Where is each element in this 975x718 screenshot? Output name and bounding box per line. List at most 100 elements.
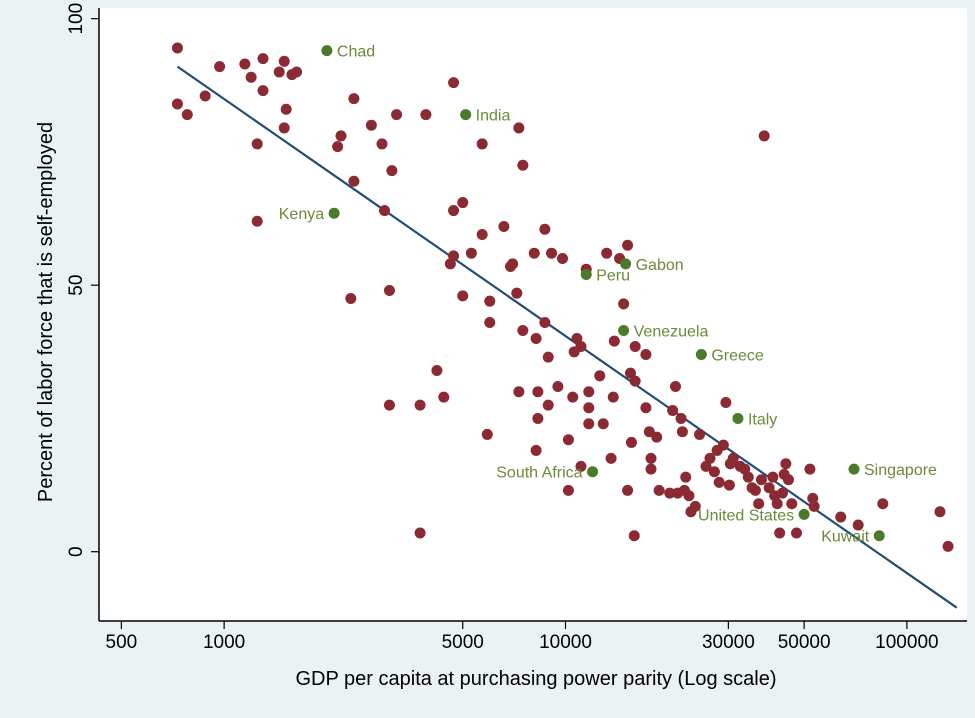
data-point — [583, 418, 595, 430]
data-point — [348, 175, 360, 187]
data-point — [720, 396, 732, 408]
data-point — [530, 444, 542, 456]
data-point — [767, 471, 779, 483]
data-point — [601, 247, 613, 259]
data-point — [476, 138, 488, 150]
data-point — [280, 103, 292, 115]
data-point — [414, 399, 426, 411]
data-point — [181, 109, 193, 121]
data-point — [653, 484, 665, 496]
data-point — [278, 55, 290, 67]
highlighted-data-point — [695, 348, 707, 360]
data-point — [251, 215, 263, 227]
points-layer — [171, 42, 954, 552]
x-tick-label: 30000 — [702, 632, 755, 653]
highlighted-data-point — [620, 258, 632, 270]
data-point — [335, 130, 347, 142]
point-label: Peru — [596, 268, 630, 285]
data-point — [498, 221, 510, 233]
data-point — [552, 380, 564, 392]
data-point — [594, 370, 606, 382]
data-point — [583, 386, 595, 398]
data-point — [713, 476, 725, 488]
data-point — [717, 439, 729, 451]
data-point — [774, 527, 786, 539]
data-point — [562, 484, 574, 496]
data-point — [782, 474, 794, 486]
data-point — [414, 527, 426, 539]
data-point — [675, 412, 687, 424]
data-point — [753, 498, 765, 510]
data-point — [539, 223, 551, 235]
data-point — [245, 71, 257, 83]
point-label: Greece — [711, 347, 764, 364]
highlighted-data-point — [873, 530, 885, 542]
data-point — [517, 324, 529, 336]
data-point — [667, 404, 679, 416]
point-label: Italy — [748, 411, 777, 428]
data-point — [457, 290, 469, 302]
data-point — [365, 119, 377, 131]
data-point — [575, 460, 587, 472]
data-point — [676, 426, 688, 438]
data-point — [608, 335, 620, 347]
point-label: Kuwait — [821, 529, 870, 546]
y-tick-label: 50 — [66, 275, 87, 296]
data-point — [786, 498, 798, 510]
data-point — [383, 285, 395, 297]
data-point — [391, 109, 403, 121]
data-point — [763, 482, 775, 494]
data-point — [542, 351, 554, 363]
data-point — [239, 58, 251, 70]
data-point — [291, 66, 303, 78]
data-point — [622, 484, 634, 496]
data-point — [597, 418, 609, 430]
data-point — [345, 293, 357, 305]
highlighted-data-point — [328, 207, 340, 219]
data-point — [629, 340, 641, 352]
data-point — [511, 287, 523, 299]
data-point — [622, 239, 634, 251]
data-point — [640, 348, 652, 360]
data-point — [481, 428, 493, 440]
point-label: Venezuela — [634, 323, 709, 340]
highlighted-data-point — [580, 269, 592, 281]
data-point — [457, 197, 469, 209]
highlighted-data-point — [798, 508, 810, 520]
data-point — [689, 500, 701, 512]
data-point — [618, 298, 630, 310]
data-point — [379, 205, 391, 217]
data-point — [791, 527, 803, 539]
data-point — [257, 53, 269, 65]
data-point — [645, 452, 657, 464]
point-label: United States — [698, 507, 794, 524]
data-point — [771, 498, 783, 510]
point-label: Gabon — [636, 257, 684, 274]
x-axis-title: GDP per capita at purchasing power parit… — [296, 668, 777, 690]
data-point — [852, 519, 864, 531]
data-point — [530, 332, 542, 344]
data-point — [332, 141, 344, 153]
data-point — [517, 159, 529, 171]
data-point — [513, 386, 525, 398]
data-point — [694, 428, 706, 440]
data-point — [804, 463, 816, 475]
data-point — [532, 386, 544, 398]
highlighted-data-point — [618, 324, 630, 336]
point-label: Singapore — [864, 462, 937, 479]
fit-line — [176, 65, 958, 609]
data-point — [278, 122, 290, 134]
data-point — [383, 399, 395, 411]
y-axis-title: Percent of labor force that is self-empl… — [35, 122, 57, 502]
data-point — [171, 42, 183, 54]
x-tick-label: 500 — [106, 632, 138, 653]
data-point — [448, 250, 460, 262]
y-tick-label: 100 — [66, 3, 87, 35]
data-point — [542, 399, 554, 411]
point-label: Kenya — [279, 206, 324, 223]
fit-layer — [176, 65, 958, 609]
data-point — [877, 498, 889, 510]
data-point — [683, 490, 695, 502]
